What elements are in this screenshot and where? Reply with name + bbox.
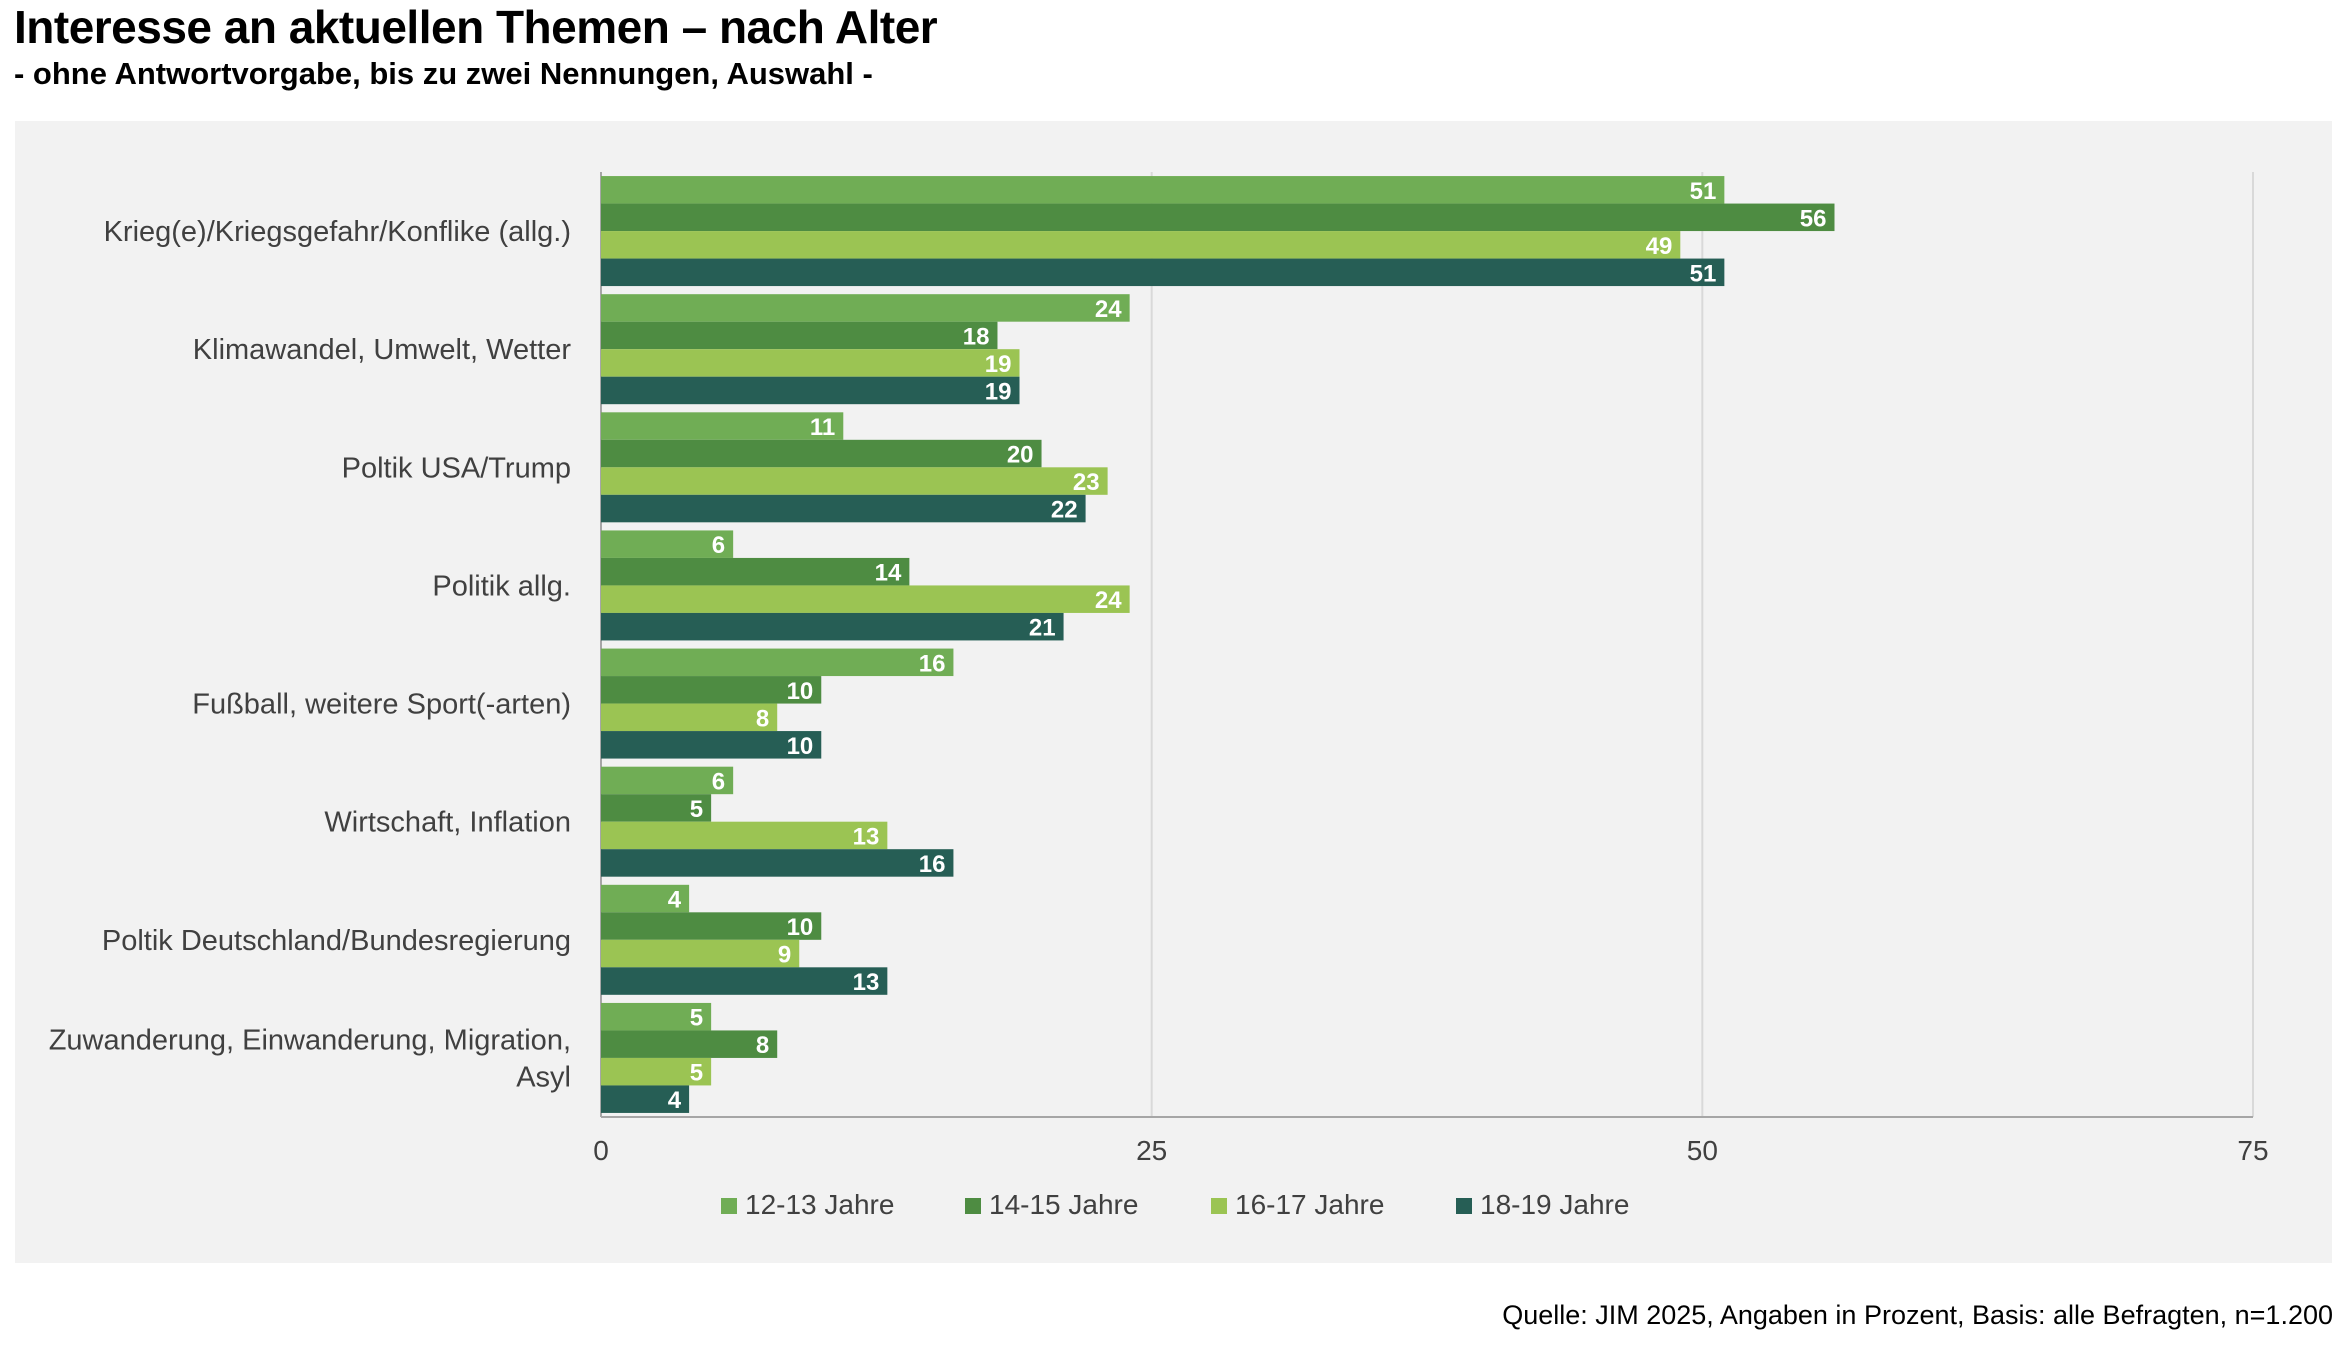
bar — [601, 1002, 712, 1031]
bar — [601, 1085, 690, 1113]
bar — [601, 967, 888, 995]
category-label: Poltik USA/Trump — [342, 452, 571, 484]
data-label: 16 — [919, 851, 946, 878]
data-label: 5 — [690, 796, 703, 823]
category-label: Politik allg. — [432, 570, 571, 602]
data-label: 24 — [1095, 296, 1122, 323]
data-label: 10 — [787, 733, 814, 760]
bar — [601, 731, 822, 759]
data-label: 9 — [778, 942, 791, 969]
data-label: 20 — [1007, 442, 1034, 469]
category-label-line: Asyl — [516, 1061, 571, 1093]
legend-label: 16-17 Jahre — [1235, 1189, 1384, 1220]
data-label: 4 — [668, 1087, 682, 1114]
data-label: 51 — [1690, 178, 1717, 205]
data-label: 24 — [1095, 587, 1122, 614]
x-tick-label: 75 — [2237, 1135, 2268, 1166]
bar — [601, 1030, 778, 1058]
bar — [601, 884, 690, 913]
data-label: 16 — [919, 650, 946, 677]
bar — [601, 258, 1725, 287]
data-label: 8 — [756, 1032, 769, 1059]
bar — [601, 494, 1086, 523]
category-label: Krieg(e)/Kriegsgefahr/Konflike (allg.) — [104, 216, 571, 248]
bar — [601, 612, 1064, 641]
chart-title: Interesse an aktuellen Themen – nach Alt… — [14, 1, 938, 53]
data-label: 13 — [853, 969, 880, 996]
data-label: 6 — [712, 768, 725, 795]
data-label: 21 — [1029, 615, 1056, 642]
bar — [601, 231, 1681, 259]
category-label: Zuwanderung, Einwanderung, Migration, Asy… — [49, 1024, 571, 1093]
bar — [601, 703, 778, 732]
data-label: 56 — [1800, 205, 1827, 232]
data-label: 22 — [1051, 497, 1078, 524]
category-label: Wirtschaft, Inflation — [324, 807, 571, 839]
x-tick-label: 25 — [1136, 1135, 1167, 1166]
category-label-line: Fußball, weitere Sport(-arten) — [192, 689, 571, 721]
data-label: 51 — [1690, 260, 1717, 287]
legend-swatch — [965, 1198, 981, 1214]
bar — [601, 557, 910, 586]
source-note: Quelle: JIM 2025, Angaben in Prozent, Ba… — [1502, 1300, 2333, 1330]
category-label-line: Wirtschaft, Inflation — [324, 807, 571, 839]
data-label: 23 — [1073, 469, 1100, 496]
data-label: 18 — [963, 323, 990, 350]
bar — [601, 912, 822, 940]
category-label-line: Krieg(e)/Kriegsgefahr/Konflike (allg.) — [104, 216, 571, 248]
data-label: 6 — [712, 532, 725, 559]
data-label: 4 — [668, 887, 682, 914]
bar — [601, 294, 1130, 322]
bar — [601, 530, 734, 558]
legend-label: 18-19 Jahre — [1480, 1189, 1629, 1220]
bar — [601, 412, 844, 440]
data-label: 10 — [787, 914, 814, 941]
category-label-line: Zuwanderung, Einwanderung, Migration, — [49, 1024, 571, 1056]
legend-swatch — [1211, 1198, 1227, 1214]
bar — [601, 203, 1835, 232]
data-label: 13 — [853, 823, 880, 850]
x-tick-label: 0 — [593, 1135, 609, 1166]
bar — [601, 349, 1020, 377]
bar — [601, 821, 888, 850]
category-label-line: Poltik Deutschland/Bundesregierung — [102, 925, 571, 957]
category-label-line: Poltik USA/Trump — [342, 452, 571, 484]
bar — [601, 1057, 712, 1086]
data-label: 19 — [985, 351, 1012, 378]
bar — [601, 376, 1020, 405]
category-label: Poltik Deutschland/Bundesregierung — [102, 925, 571, 957]
bar — [601, 321, 998, 350]
category-label-line: Klimawandel, Umwelt, Wetter — [193, 334, 572, 366]
category-label: Klimawandel, Umwelt, Wetter — [193, 334, 572, 366]
bar-chart: 0 25 50 7551564951Krieg(e)/Kriegsgefahr/Kon… — [49, 172, 2269, 1220]
chart-panel: 0 25 50 75 51 56 49 51 Krieg(e)/Kriegsgefahr/Kon… — [15, 121, 2332, 1263]
legend-label: 12-13 Jahre — [745, 1189, 894, 1220]
x-tick-label: 50 — [1687, 1135, 1718, 1166]
category-label-line: Politik allg. — [432, 570, 571, 602]
data-label: 5 — [690, 1060, 703, 1087]
data-label: 49 — [1646, 233, 1673, 260]
legend-swatch — [1456, 1198, 1472, 1214]
bar — [601, 939, 800, 968]
chart-subtitle: - ohne Antwortvorgabe, bis zu zwei Nennu… — [14, 56, 873, 91]
data-label: 10 — [787, 678, 814, 705]
bar — [601, 849, 954, 877]
bar — [601, 766, 734, 795]
data-label: 8 — [756, 705, 769, 732]
bar — [601, 176, 1725, 204]
legend-label: 14-15 Jahre — [989, 1189, 1138, 1220]
bar — [601, 648, 954, 677]
data-label: 11 — [810, 414, 835, 441]
bar — [601, 794, 712, 822]
legend-swatch — [721, 1198, 737, 1214]
bar — [601, 676, 822, 704]
bar — [601, 585, 1130, 613]
data-label: 5 — [690, 1005, 703, 1032]
category-label: Fußball, weitere Sport(-arten) — [192, 689, 571, 721]
data-label: 19 — [985, 378, 1012, 405]
data-label: 14 — [875, 560, 902, 587]
bar — [601, 439, 1042, 468]
bar — [601, 467, 1108, 495]
